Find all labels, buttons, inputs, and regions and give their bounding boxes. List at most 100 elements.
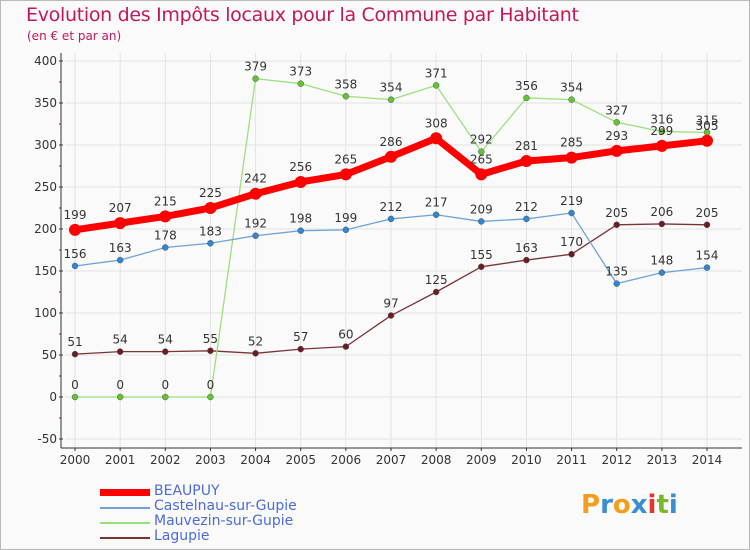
data-point xyxy=(207,240,214,247)
data-point xyxy=(204,202,217,214)
data-label: 54 xyxy=(158,333,173,347)
data-label: 170 xyxy=(560,235,583,249)
x-tick-label: 2006 xyxy=(331,453,362,467)
data-point xyxy=(701,134,713,147)
data-point xyxy=(116,348,124,355)
data-label: 358 xyxy=(334,77,357,91)
data-label: 55 xyxy=(203,332,218,346)
y-tick-label: 350 xyxy=(34,96,57,110)
x-tick-label: 2014 xyxy=(692,453,723,467)
data-label: 199 xyxy=(334,211,357,225)
data-label: 97 xyxy=(383,297,398,311)
data-label: 293 xyxy=(605,129,628,143)
data-point xyxy=(116,393,124,401)
y-tick-label: 150 xyxy=(34,264,57,278)
logo-letter: P xyxy=(581,490,601,520)
data-label: 299 xyxy=(650,124,673,138)
data-label: 281 xyxy=(515,139,538,153)
x-tick-label: 2011 xyxy=(556,453,587,467)
legend-label: BEAUPUY xyxy=(154,483,220,499)
data-label: 242 xyxy=(244,172,267,186)
data-point xyxy=(478,263,485,271)
data-label: 155 xyxy=(470,248,493,262)
data-point xyxy=(71,262,79,270)
data-label: 265 xyxy=(334,152,357,166)
data-point xyxy=(294,175,307,188)
data-label: 379 xyxy=(244,60,267,74)
legend-swatch xyxy=(100,537,150,539)
y-tick-label: 200 xyxy=(34,222,57,236)
data-point xyxy=(297,80,304,87)
data-labels: 51 54 54 55 52 57 60 97 125 155 163 170 205 206 205 0 0 0… xyxy=(64,60,719,392)
data-point xyxy=(610,144,623,157)
data-point xyxy=(568,209,575,217)
legend-label: Mauvezin-sur-Gupie xyxy=(154,513,294,529)
data-label: 212 xyxy=(380,200,403,214)
data-point xyxy=(207,347,214,355)
data-label: 292 xyxy=(470,133,493,147)
chart-subtitle: (en € et par an) xyxy=(27,29,122,43)
data-point xyxy=(339,168,352,181)
data-label: 215 xyxy=(154,194,177,208)
legend-swatch xyxy=(100,522,150,524)
data-point xyxy=(162,244,169,251)
data-point xyxy=(475,168,488,181)
data-label: 308 xyxy=(425,116,448,130)
data-point xyxy=(342,93,350,100)
data-label: 209 xyxy=(470,202,493,216)
data-point xyxy=(658,128,666,135)
data-label: 265 xyxy=(470,152,493,166)
legend-item-castelnau[interactable]: Castelnau-sur-Gupie xyxy=(100,498,360,515)
data-point xyxy=(565,151,578,164)
data-point xyxy=(568,250,575,258)
data-point xyxy=(658,220,666,228)
axes: -50 0 50 100 150 200 250 300 350 400 2000 2001 2002 2… xyxy=(34,53,742,467)
data-point xyxy=(162,348,169,355)
data-label: 192 xyxy=(244,217,267,231)
data-point xyxy=(523,94,530,102)
data-label: 198 xyxy=(289,212,312,226)
data-label: 212 xyxy=(515,200,538,214)
x-tick-label: 2009 xyxy=(466,453,497,467)
data-label: 163 xyxy=(109,241,132,255)
y-tick-label: 50 xyxy=(42,348,57,362)
data-label: 135 xyxy=(605,265,628,279)
x-tick-label: 2005 xyxy=(285,453,316,467)
data-label: 54 xyxy=(113,333,128,347)
data-label: 373 xyxy=(289,65,312,79)
logo-letter: i xyxy=(668,490,678,520)
data-point xyxy=(430,132,443,145)
legend-item-mauvezin[interactable]: Mauvezin-sur-Gupie xyxy=(100,513,360,530)
data-label: 199 xyxy=(64,208,87,222)
data-point xyxy=(387,96,395,103)
x-tick-label: 2008 xyxy=(421,453,452,467)
data-point xyxy=(249,187,262,200)
data-point xyxy=(114,217,127,230)
y-tick-label: 300 xyxy=(34,138,57,152)
legend-item-beaupuy[interactable]: BEAUPUY xyxy=(100,483,360,500)
x-tick-label: 2007 xyxy=(376,453,407,467)
data-label: 0 xyxy=(161,378,169,392)
logo-letter: r xyxy=(600,490,613,520)
data-label: 51 xyxy=(67,335,82,349)
legend-item-lagupie[interactable]: Lagupie xyxy=(100,528,360,545)
data-label: 285 xyxy=(560,136,583,150)
x-tick-label: 2001 xyxy=(105,453,136,467)
data-point xyxy=(342,226,350,234)
data-point xyxy=(116,256,124,264)
x-tick-label: 2004 xyxy=(240,453,271,467)
data-label: 156 xyxy=(64,247,87,261)
logo-letter: i xyxy=(647,490,657,520)
data-point xyxy=(252,75,259,82)
series-lines xyxy=(69,75,713,401)
data-label: 0 xyxy=(71,378,79,392)
data-point xyxy=(297,345,304,353)
data-label: 219 xyxy=(560,194,583,208)
logo-letter: o xyxy=(612,490,631,520)
data-label: 183 xyxy=(199,224,222,238)
data-point xyxy=(568,96,575,103)
data-label: 205 xyxy=(696,206,719,220)
data-label: 206 xyxy=(650,205,673,219)
data-point xyxy=(478,148,485,155)
